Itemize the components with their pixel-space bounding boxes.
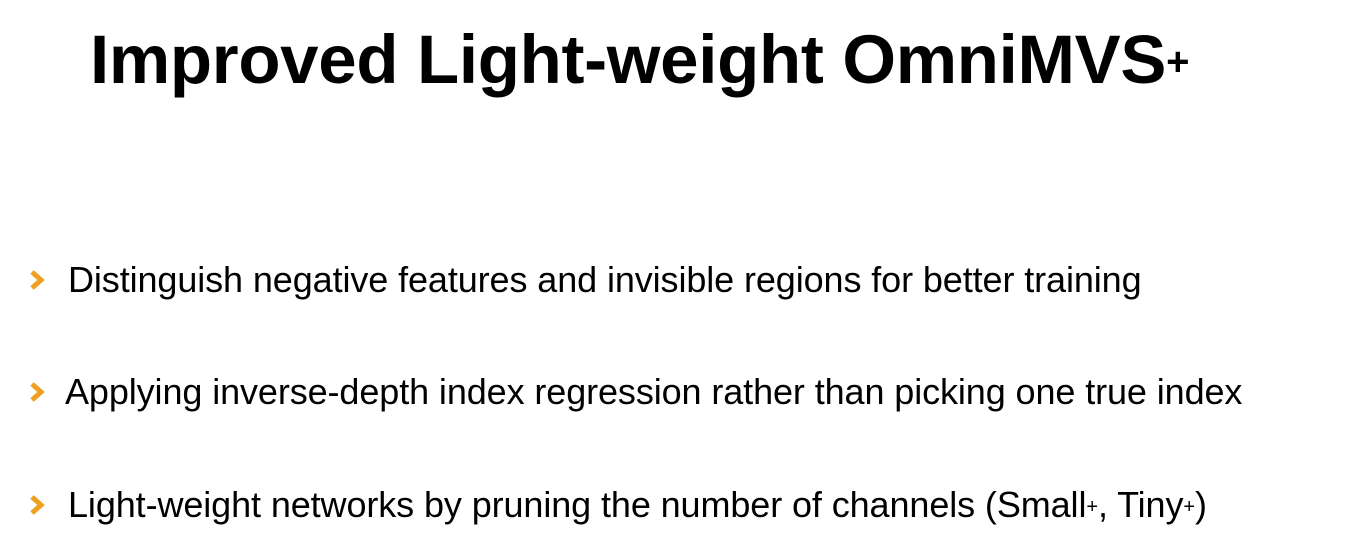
superscript-plus-small: + [1086,496,1098,518]
slide-title: Improved Light-weight OmniMVS+ [90,18,1190,102]
bullet-text-1: Distinguish negative features and invisi… [68,259,1142,300]
bullet-item-1: Distinguish negative features and invisi… [28,256,1142,304]
bullet-item-3: Light-weight networks by pruning the num… [28,481,1207,529]
chevron-right-icon [28,368,65,416]
slide-title-text: Improved Light-weight OmniMVS [90,21,1167,98]
chevron-right-icon [28,256,68,304]
bullet-text-3-part1: Light-weight networks by pruning the num… [68,484,1087,525]
bullet-text-3-part2: , Tiny [1097,484,1184,525]
slide-title-superscript: + [1166,40,1190,84]
superscript-plus-tiny: + [1183,496,1195,518]
bullet-text-3-part3: ) [1194,484,1207,525]
bullet-text-3: Light-weight networks by pruning the num… [68,481,1207,529]
bullet-item-2: Applying inverse-depth index regression … [28,368,1242,416]
bullet-text-2: Applying inverse-depth index regression … [65,371,1243,412]
chevron-right-icon [28,481,68,529]
